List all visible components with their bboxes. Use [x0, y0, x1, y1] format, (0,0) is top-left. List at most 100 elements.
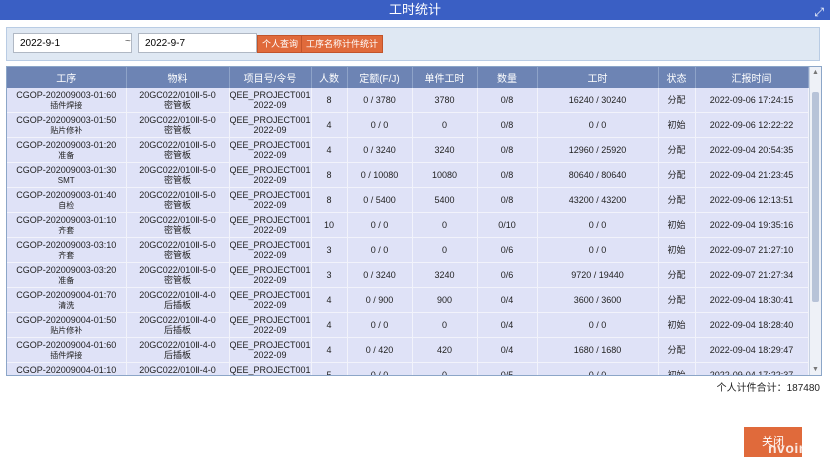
process-cell-text: CGOP-202009004-01:10 [16, 364, 117, 375]
project-cell-text: QEE_PROJECT001 [229, 315, 311, 325]
report-time-cell: 2022-09-04 17:22:37 [695, 362, 809, 375]
quantity-cell: 0/8 [477, 187, 538, 213]
project-cell-text: 2022-09 [253, 175, 287, 185]
material-cell-text: 20GC022/010Ⅱ-5-0 [139, 240, 216, 250]
unit-hours-cell-text: 0 [441, 370, 447, 376]
status-cell-text: 初始 [667, 245, 686, 255]
hours-cell: 0 / 0 [537, 212, 659, 238]
quota-cell-text: 0 / 0 [370, 220, 389, 230]
table-row[interactable]: CGOP-202009003-01:40 自检 20GC022/010Ⅱ-5-0 密管… [7, 187, 809, 213]
quota-cell-text: 0 / 0 [370, 245, 389, 255]
table-row[interactable]: CGOP-202009003-01:10 齐套 20GC022/010Ⅱ-5-0 密管… [7, 212, 809, 238]
vertical-scrollbar[interactable]: ▲ ▼ [809, 67, 821, 375]
people-cell: 4 [311, 137, 348, 163]
quantity-cell-text: 0/8 [500, 95, 514, 105]
status-cell: 分配 [658, 137, 696, 163]
end-date-input[interactable] [138, 33, 257, 53]
quantity-cell: 0/8 [477, 88, 538, 113]
hours-cell: 16240 / 30240 [537, 88, 659, 113]
quota-cell: 0 / 10080 [347, 162, 413, 188]
table-row[interactable]: CGOP-202009003-01:50 贴片修补 20GC022/010Ⅱ-5-0… [7, 112, 809, 138]
process-cell: CGOP-202009003-01:50 贴片修补 [7, 112, 127, 138]
status-cell: 分配 [658, 187, 696, 213]
unit-hours-cell: 3780 [412, 88, 478, 113]
table-row[interactable]: CGOP-202009003-01:30 SMT 20GC022/010Ⅱ-5-0 密… [7, 162, 809, 188]
quantity-cell: 0/4 [477, 312, 538, 338]
material-cell-text: 20GC022/010Ⅱ-4-0 [139, 340, 216, 350]
people-cell: 4 [311, 312, 348, 338]
table-row[interactable]: CGOP-202009003-03:10 齐套 20GC022/010Ⅱ-5-0 密管… [7, 237, 809, 263]
people-cell: 4 [311, 112, 348, 138]
people-cell: 10 [311, 212, 348, 238]
maximize-icon[interactable]: ⤢ [814, 5, 824, 19]
table-row[interactable]: CGOP-202009003-01:20 准备 20GC022/010Ⅱ-5-0 密管… [7, 137, 809, 163]
people-cell-text: 8 [326, 195, 332, 205]
hours-cell-text: 0 / 0 [588, 120, 607, 130]
hours-cell: 3600 / 3600 [537, 287, 659, 313]
report-time-cell-text: 2022-09-04 20:54:35 [709, 145, 794, 155]
header-cell[interactable]: 工时 [537, 67, 659, 88]
material-cell-text: 密管板 [163, 250, 191, 260]
quota-cell: 0 / 900 [347, 287, 413, 313]
header-cell[interactable]: 人数 [311, 67, 348, 88]
project-cell-text: QEE_PROJECT001 [229, 190, 311, 200]
people-cell-text: 10 [323, 220, 334, 230]
project-cell-text: 2022-09 [253, 250, 287, 260]
hours-cell-text: 16240 / 30240 [568, 95, 627, 105]
header-cell[interactable]: 单件工时 [412, 67, 478, 88]
process-cell-text: CGOP-202009003-03:10 [16, 239, 117, 250]
table-header-row: 工序 物料 项目号/令号 人数 定额(F/J) 单件工时 数量 工时 状态 汇报… [7, 67, 809, 88]
process-cell-text: CGOP-202009004-01:50 [16, 314, 117, 325]
scroll-up-icon[interactable]: ▲ [812, 69, 819, 76]
header-cell[interactable]: 项目号/令号 [229, 67, 312, 88]
header-cell[interactable]: 定额(F/J) [347, 67, 413, 88]
table-row[interactable]: CGOP-202009004-01:70 清洗 20GC022/010Ⅱ-4-0 后插… [7, 287, 809, 313]
status-cell: 分配 [658, 287, 696, 313]
status-cell-text: 初始 [667, 220, 686, 230]
people-cell-text: 3 [326, 245, 332, 255]
personal-query-button[interactable]: 个人查询 [257, 35, 304, 53]
process-cell-text: 插件焊接 [50, 100, 83, 110]
header-cell[interactable]: 状态 [658, 67, 696, 88]
process-cell-text: CGOP-202009003-01:40 [16, 189, 117, 200]
header-cell[interactable]: 物料 [126, 67, 230, 88]
scrollbar-thumb[interactable] [812, 92, 819, 302]
table-row[interactable]: CGOP-202009003-01:60 插件焊接 20GC022/010Ⅱ-5-0… [7, 88, 809, 113]
report-time-cell: 2022-09-04 20:54:35 [695, 137, 809, 163]
quota-cell-text: 0 / 10080 [360, 170, 399, 180]
report-time-cell-text: 2022-09-06 17:24:15 [709, 95, 794, 105]
project-cell-text: 2022-09 [253, 375, 286, 376]
header-cell[interactable]: 数量 [477, 67, 538, 88]
unit-hours-cell-text: 3240 [434, 270, 455, 280]
header-cell[interactable]: 汇报时间 [695, 67, 809, 88]
project-cell-text: 2022-09 [253, 225, 287, 235]
people-cell: 4 [311, 287, 348, 313]
process-cell-text: CGOP-202009003-01:20 [16, 139, 117, 150]
quantity-cell-text: 0/8 [500, 195, 514, 205]
scroll-down-icon[interactable]: ▼ [812, 366, 819, 373]
table-row[interactable]: CGOP-202009004-01:10齐套20GC022/010Ⅱ-4-0后插… [7, 362, 809, 376]
start-date-input[interactable] [13, 33, 132, 53]
table-row[interactable]: CGOP-202009004-01:60 插件焊接 20GC022/010Ⅱ-4-0… [7, 337, 809, 363]
process-cell: CGOP-202009003-01:10 齐套 [7, 212, 127, 238]
close-button[interactable]: 关闭 [744, 427, 802, 457]
project-cell-text: 2022-09 [253, 325, 287, 335]
table-row[interactable]: CGOP-202009003-03:20 准备 20GC022/010Ⅱ-5-0 密管… [7, 262, 809, 288]
process-stat-button[interactable]: 工序名称计件统计 [301, 35, 384, 53]
quota-cell-text: 0 / 5400 [363, 195, 396, 205]
project-cell-text: QEE_PROJECT001 [229, 165, 311, 175]
process-cell-text: 自检 [58, 200, 75, 210]
quantity-cell-text: 0/4 [500, 345, 514, 355]
material-cell-text: 20GC022/010Ⅱ-5-0 [139, 140, 216, 150]
header-cell[interactable]: 工序 [7, 67, 127, 88]
quota-cell: 0 / 0 [347, 312, 413, 338]
table-row[interactable]: CGOP-202009004-01:50 贴片修补 20GC022/010Ⅱ-4-0… [7, 312, 809, 338]
status-cell: 初始 [658, 237, 696, 263]
quantity-cell: 0/4 [477, 337, 538, 363]
